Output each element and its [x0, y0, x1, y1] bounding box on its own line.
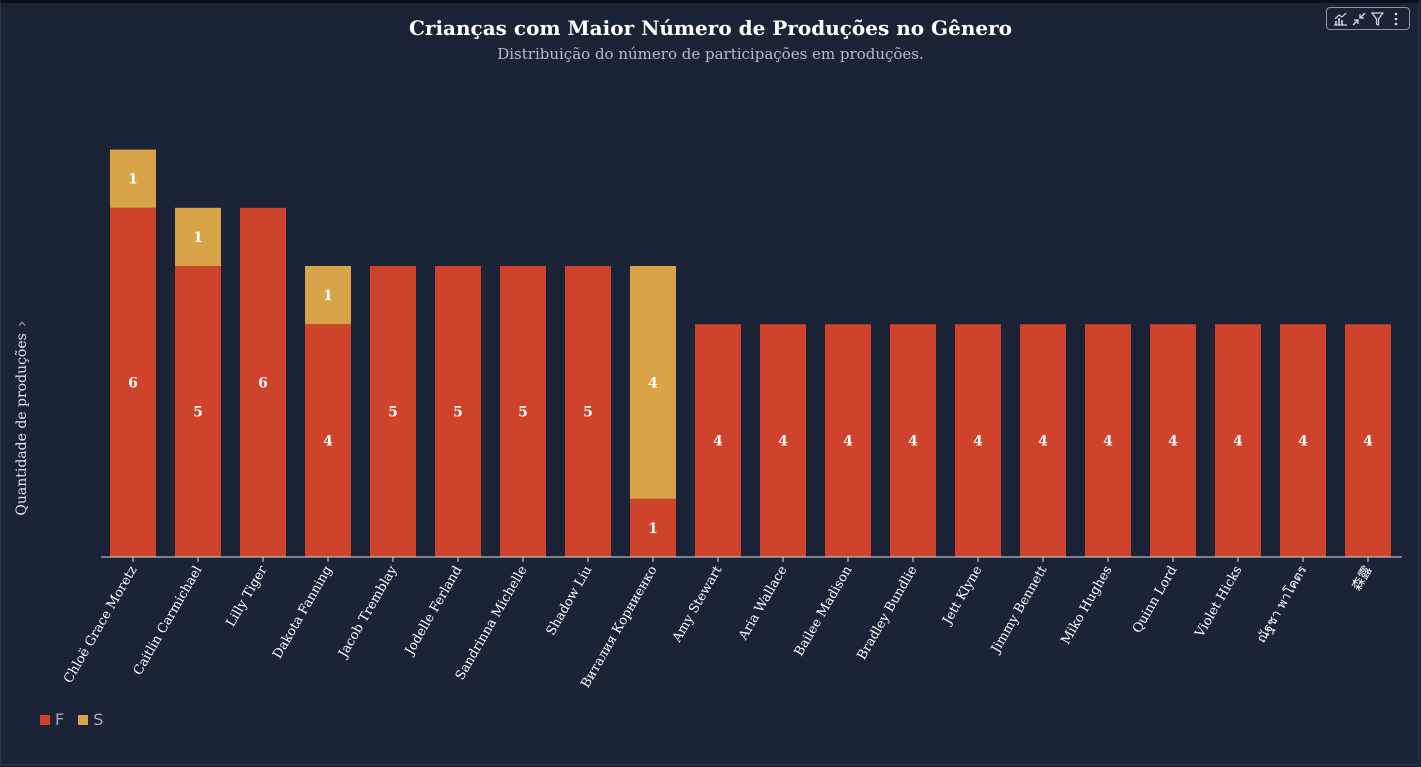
- x-tick-label: Violet Hicks: [1192, 564, 1245, 641]
- x-tick-label: Виталия Корниенко: [578, 563, 660, 690]
- bar-s-0[interactable]: [110, 149, 156, 208]
- bar-value-label: 4: [1168, 434, 1178, 450]
- more-icon[interactable]: [1388, 11, 1404, 27]
- bar-value-label: 5: [453, 405, 463, 421]
- x-tick-label: ณัฐชา พาโคตร: [1253, 563, 1310, 646]
- bar-f-9[interactable]: [695, 324, 741, 557]
- bar-f-6[interactable]: [500, 266, 546, 557]
- bar-value-label: 5: [388, 405, 398, 421]
- bar-value-label: 4: [1038, 434, 1048, 450]
- bar-value-label: 5: [583, 405, 593, 421]
- x-tick-label: Bailee Madison: [792, 563, 856, 659]
- bar-value-label: 4: [908, 434, 918, 450]
- legend-item-f[interactable]: F: [40, 710, 64, 729]
- x-tick-label: Sandrinna Michelle: [453, 563, 531, 683]
- bar-f-18[interactable]: [1280, 324, 1326, 557]
- bar-f-17[interactable]: [1215, 324, 1261, 557]
- legend-swatch-f: [40, 714, 50, 725]
- bar-value-label: 4: [1103, 434, 1113, 450]
- bar-value-label: 4: [1298, 434, 1308, 450]
- x-tick-label: Dakota Fanning: [270, 564, 335, 662]
- chart-subtitle: Distribuição do número de participações …: [497, 45, 924, 63]
- bar-f-8[interactable]: [630, 498, 676, 557]
- x-tick-label: Caitlin Carmichael: [131, 564, 206, 679]
- legend: F S: [40, 710, 103, 729]
- value-labels-layer: 6 1 5 1 6 4 1 5 5 5 5 1 4 4 4 4 4 4 4 4 4 4 4 4: [128, 172, 1373, 537]
- x-tick-label: Amy Stewart: [669, 563, 726, 646]
- x-tick-label: Jacob Tremblay: [335, 563, 401, 662]
- bar-s-8[interactable]: [630, 266, 676, 499]
- x-tick-label: Jett Klyne: [939, 563, 986, 629]
- legend-label-s: S: [93, 710, 104, 729]
- bar-f-0[interactable]: [110, 207, 156, 558]
- x-tick-label: Quinn Lord: [1130, 564, 1181, 637]
- bar-value-label: 5: [193, 405, 203, 421]
- bar-value-label: 1: [193, 230, 203, 246]
- x-tick-label: Jodelle Ferland: [401, 564, 465, 660]
- bar-f-11[interactable]: [825, 324, 871, 557]
- bar-f-4[interactable]: [370, 266, 416, 557]
- bar-s-1[interactable]: [175, 207, 221, 266]
- x-tick-label: Aria Wallace: [736, 563, 791, 643]
- bars-layer: [110, 149, 1391, 558]
- bar-value-label: 6: [128, 375, 138, 391]
- bar-value-label: 4: [1233, 434, 1243, 450]
- bar-f-19[interactable]: [1345, 324, 1391, 557]
- collapse-icon[interactable]: [1351, 11, 1367, 27]
- x-tick-label: Jimmy Bennett: [988, 563, 1051, 657]
- chart-toolbar: [1326, 7, 1410, 30]
- x-tick-label: Miko Hughes: [1058, 564, 1115, 648]
- bar-f-16[interactable]: [1150, 324, 1196, 557]
- x-tick-marks-layer: [132, 557, 1369, 562]
- x-tick-label: Lilly Tiger: [224, 563, 271, 630]
- bar-value-label: 1: [128, 172, 138, 188]
- legend-swatch-s: [78, 714, 89, 725]
- bar-value-label: 6: [258, 375, 268, 391]
- filter-icon[interactable]: [1369, 11, 1385, 27]
- chart-title: Crianças com Maior Número de Produções n…: [408, 16, 1012, 40]
- bar-value-label: 4: [648, 375, 658, 391]
- legend-label-f: F: [55, 710, 65, 729]
- bar-value-label: 4: [1363, 434, 1373, 450]
- bar-value-label: 4: [713, 434, 723, 450]
- bar-f-7[interactable]: [565, 266, 611, 557]
- bar-value-label: 5: [518, 405, 528, 421]
- x-tick-label: Bradley Bundlie: [855, 563, 921, 662]
- bar-f-15[interactable]: [1085, 324, 1131, 557]
- bar-f-1[interactable]: [175, 266, 221, 557]
- bar-f-12[interactable]: [890, 324, 936, 557]
- chart-type-icon[interactable]: [1332, 11, 1348, 27]
- bar-value-label: 4: [323, 434, 333, 450]
- bar-value-label: 4: [973, 434, 983, 450]
- bar-f-10[interactable]: [760, 324, 806, 557]
- bar-value-label: 4: [843, 434, 853, 450]
- bar-f-5[interactable]: [435, 266, 481, 557]
- legend-item-s[interactable]: S: [78, 710, 103, 729]
- bar-f-14[interactable]: [1020, 324, 1066, 557]
- bar-f-3[interactable]: [305, 324, 351, 557]
- x-tick-label: 森露: [1349, 564, 1375, 594]
- x-tick-label: Chloë Grace Moretz: [61, 563, 140, 686]
- x-tick-label: Shadow Liu: [544, 564, 596, 639]
- bar-value-label: 4: [778, 434, 788, 450]
- bar-f-2[interactable]: [240, 207, 286, 558]
- bar-value-label: 1: [648, 521, 658, 537]
- bar-s-3[interactable]: [305, 266, 351, 325]
- bar-value-label: 1: [323, 288, 333, 304]
- bar-f-13[interactable]: [955, 324, 1001, 557]
